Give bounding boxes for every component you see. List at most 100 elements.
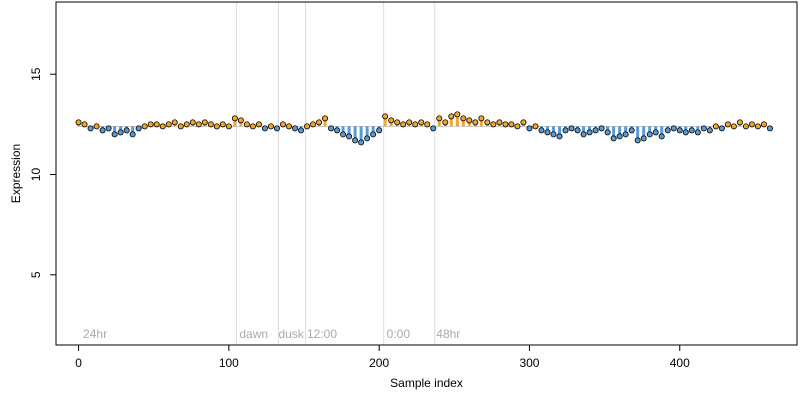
data-point	[87, 125, 94, 132]
data-point	[213, 123, 220, 130]
data-point	[694, 129, 701, 136]
data-point	[291, 125, 298, 132]
x-tick-label: 300	[519, 356, 539, 370]
data-point	[484, 119, 491, 126]
data-point	[478, 115, 485, 122]
data-point	[273, 125, 280, 132]
data-point	[628, 127, 635, 134]
data-point	[718, 125, 725, 132]
x-axis-label: Sample index	[390, 376, 463, 390]
data-point	[316, 119, 323, 126]
phase-annotation: 48hr	[436, 327, 460, 341]
plot-frame	[55, 1, 798, 346]
vertical-marker-lines	[235, 2, 436, 345]
data-point	[730, 123, 737, 130]
data-point	[382, 113, 389, 120]
x-tick-label: 400	[670, 356, 690, 370]
data-point	[736, 119, 743, 126]
data-point	[117, 129, 124, 136]
data-point	[322, 115, 329, 122]
data-point	[496, 119, 503, 126]
data-point	[207, 121, 214, 128]
data-point	[346, 133, 353, 140]
data-point	[688, 127, 695, 134]
y-tick-label: 15	[29, 67, 43, 81]
data-point	[418, 119, 425, 126]
data-point	[454, 111, 461, 118]
data-point	[436, 115, 443, 122]
data-point	[364, 135, 371, 142]
data-point	[514, 123, 521, 130]
data-point	[652, 129, 659, 136]
data-point	[460, 115, 467, 122]
phase-annotation: 24hr	[83, 327, 107, 341]
data-point	[304, 123, 311, 130]
data-point	[165, 121, 172, 128]
data-point	[147, 121, 154, 128]
y-axis-label: Expression	[9, 144, 23, 203]
data-point	[159, 123, 166, 130]
data-point	[255, 121, 262, 128]
data-point	[249, 123, 256, 130]
data-point	[135, 125, 142, 132]
data-point	[502, 121, 509, 128]
data-point	[742, 123, 749, 130]
data-point	[177, 123, 184, 130]
data-point	[370, 131, 377, 138]
data-point	[376, 127, 383, 134]
data-point	[189, 119, 196, 126]
data-point	[261, 125, 268, 132]
data-point	[129, 131, 136, 138]
data-point	[700, 125, 707, 132]
data-point	[472, 119, 479, 126]
data-point	[400, 121, 407, 128]
data-point	[352, 137, 359, 144]
data-point	[676, 127, 683, 134]
data-point	[442, 119, 449, 126]
data-point	[111, 131, 118, 138]
data-point	[171, 119, 178, 126]
data-point	[712, 123, 719, 130]
data-point	[237, 117, 244, 124]
x-tick-label: 0	[75, 356, 82, 370]
data-points	[75, 111, 773, 146]
data-point	[267, 123, 274, 130]
data-point	[279, 121, 286, 128]
data-point	[406, 119, 413, 126]
data-point	[658, 133, 665, 140]
data-point	[604, 129, 611, 136]
data-point	[526, 125, 533, 132]
data-point	[598, 125, 605, 132]
data-point	[297, 127, 304, 134]
data-point	[388, 117, 395, 124]
data-point	[466, 117, 473, 124]
data-point	[670, 125, 677, 132]
data-point	[520, 119, 527, 126]
data-point	[586, 129, 593, 136]
data-point	[724, 121, 731, 128]
data-point	[231, 115, 238, 122]
data-point	[634, 137, 641, 144]
data-point	[574, 127, 581, 134]
data-point	[568, 125, 575, 132]
data-point	[334, 127, 341, 134]
data-point	[99, 127, 106, 134]
x-tick-label: 200	[369, 356, 389, 370]
data-point	[358, 139, 365, 146]
data-point	[706, 127, 713, 134]
data-point	[219, 121, 226, 128]
data-point	[646, 131, 653, 138]
data-point	[544, 129, 551, 136]
data-point	[141, 123, 148, 130]
data-point	[225, 123, 232, 130]
data-point	[310, 121, 317, 128]
data-point	[123, 127, 130, 134]
data-point	[285, 123, 292, 130]
data-point	[760, 121, 767, 128]
y-axis-ticks: 5 10 15	[29, 67, 56, 278]
data-point	[640, 135, 647, 142]
data-point	[243, 121, 250, 128]
data-point	[748, 121, 755, 128]
